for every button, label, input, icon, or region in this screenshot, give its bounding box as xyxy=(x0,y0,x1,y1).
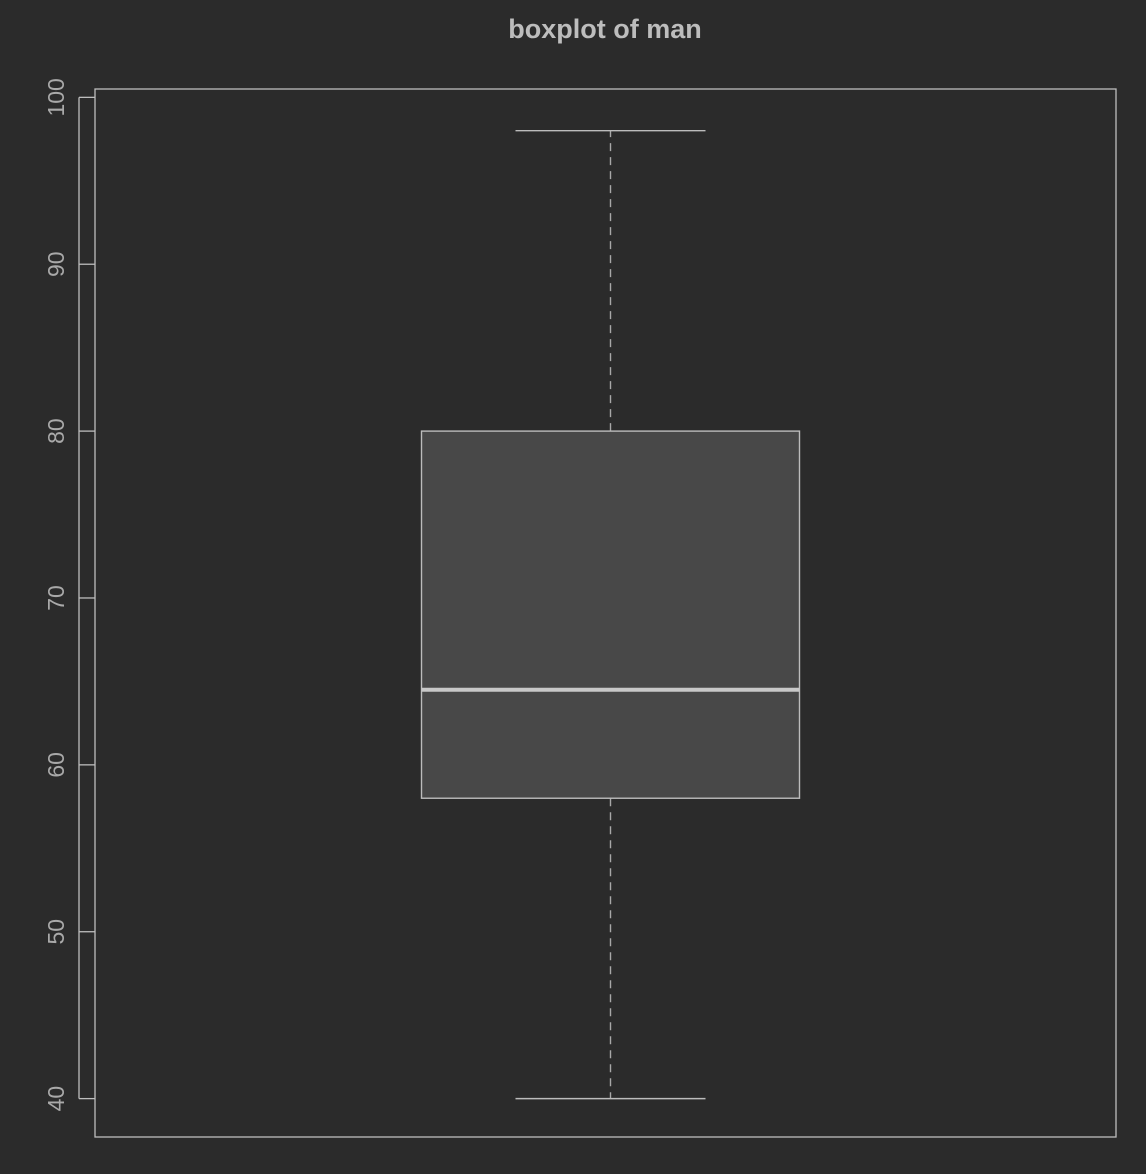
plot-frame xyxy=(94,88,1117,1138)
y-tick-label: 60 xyxy=(43,752,69,778)
y-tick-label: 100 xyxy=(43,78,69,116)
y-tick-label: 40 xyxy=(43,1086,69,1112)
y-tick-label: 80 xyxy=(43,418,69,444)
boxplot-boxes xyxy=(420,130,801,1100)
box-iqr xyxy=(420,430,801,799)
y-tick-label: 90 xyxy=(43,251,69,277)
y-tick-label: 50 xyxy=(43,919,69,945)
chart-title: boxplot of man xyxy=(508,14,701,44)
y-axis: 40 50 60 70 80 90 100 xyxy=(43,78,95,1111)
y-tick-label: 70 xyxy=(43,585,69,611)
